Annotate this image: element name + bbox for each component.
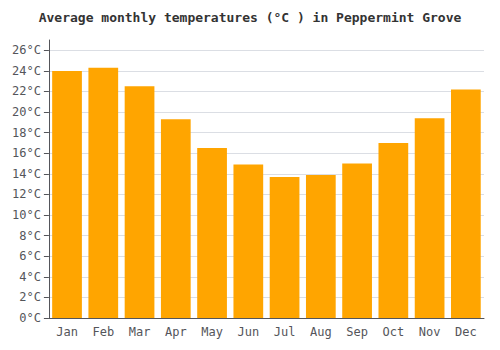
svg-text:20°C: 20°C [12,105,41,119]
svg-text:Apr: Apr [165,325,187,339]
svg-text:22°C: 22°C [12,84,41,98]
svg-text:0°C: 0°C [19,311,41,325]
svg-text:14°C: 14°C [12,167,41,181]
svg-text:Sep: Sep [346,325,368,339]
svg-text:8°C: 8°C [19,229,41,243]
svg-text:26°C: 26°C [12,43,41,57]
svg-text:6°C: 6°C [19,249,41,263]
svg-text:Feb: Feb [92,325,114,339]
svg-text:10°C: 10°C [12,208,41,222]
svg-text:Jul: Jul [274,325,296,339]
svg-text:Nov: Nov [419,325,441,339]
svg-text:Jun: Jun [237,325,259,339]
svg-text:24°C: 24°C [12,64,41,78]
svg-text:16°C: 16°C [12,146,41,160]
svg-text:Jan: Jan [56,325,78,339]
svg-text:18°C: 18°C [12,126,41,140]
svg-text:Aug: Aug [310,325,332,339]
svg-text:Average monthly temperatures (: Average monthly temperatures (°C ) in Pe… [39,10,462,25]
svg-text:12°C: 12°C [12,187,41,201]
svg-text:2°C: 2°C [19,290,41,304]
svg-text:May: May [201,325,223,339]
svg-text:Dec: Dec [455,325,477,339]
svg-text:Mar: Mar [129,325,151,339]
svg-text:Oct: Oct [383,325,405,339]
svg-text:4°C: 4°C [19,270,41,284]
